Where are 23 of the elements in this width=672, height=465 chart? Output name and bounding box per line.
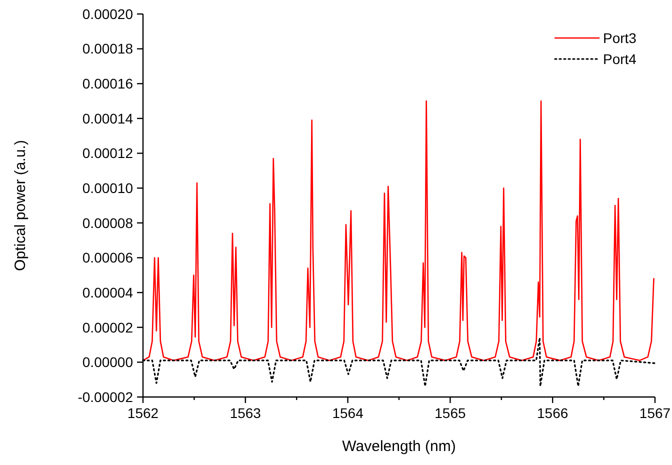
y-tick-label: 0.00006 [82, 250, 134, 266]
y-tick-label: 0.00012 [82, 145, 134, 162]
y-tick-label: 0.00020 [82, 6, 134, 22]
y-axis-title: Optical power (a.u.) [12, 140, 29, 271]
x-tick-label: 1566 [537, 405, 568, 421]
y-tick-label: -0.00002 [78, 388, 134, 405]
y-tick-label: 0.00000 [82, 354, 134, 370]
legend-label: Port4 [603, 50, 637, 67]
x-tick-label: 1564 [332, 405, 364, 421]
x-tick-label: 1565 [434, 405, 466, 421]
y-tick-label: 0.00018 [82, 40, 134, 57]
x-tick-label: 1562 [127, 405, 159, 421]
line-series [142, 100, 654, 362]
x-tick-label: 1563 [230, 405, 262, 421]
y-tick-label: 0.00014 [82, 110, 134, 126]
legend-label: Port3 [603, 30, 637, 46]
y-tick-label: 0.00004 [82, 284, 134, 300]
x-tick-label: 1567 [639, 405, 671, 421]
y-tick-label: 0.00016 [82, 76, 134, 92]
y-tick-label: 0.00008 [82, 214, 134, 231]
y-tick-label: 0.00010 [82, 180, 134, 196]
x-axis-title: Wavelength (nm) [342, 438, 456, 455]
y-tick-label: 0.00002 [82, 319, 134, 336]
